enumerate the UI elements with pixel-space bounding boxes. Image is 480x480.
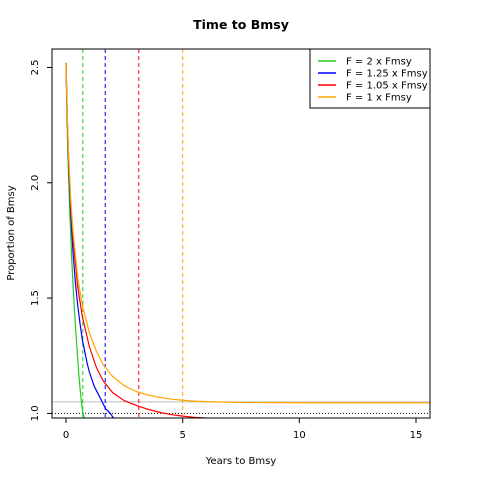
x-tick-label: 0 [63,430,69,441]
y-tick-label: 2.0 [30,175,41,191]
series-line-f-1-05-x-fmsy [65,62,227,418]
series-line-f-2-x-fmsy [65,62,85,418]
y-axis: 1.0 1.5 2.0 2.5 [30,59,52,421]
crossing-markers [82,49,184,418]
series-line-f-1-x-fmsy [65,62,430,404]
y-axis-title: Proportion of Bmsy [6,185,17,280]
series-lines [65,62,430,418]
x-tick-label: 5 [179,430,185,441]
legend-label-f-1-25-x-fmsy: F = 1.25 x Fmsy [346,69,428,80]
y-tick-label: 2.5 [30,59,41,75]
plot-frame [51,48,431,419]
chart-title: Time to Bmsy [193,17,289,32]
legend-label-f-1-05-x-fmsy: F = 1.05 x Fmsy [346,81,428,92]
legend-box [309,48,431,109]
x-tick-label: 15 [410,430,423,441]
x-axis-title: Years to Bmsy [205,456,277,467]
series-line-f-1-25-x-fmsy [65,62,115,418]
legend-label-f-2-x-fmsy: F = 2 x Fmsy [346,57,412,68]
y-tick-label: 1.0 [30,405,41,421]
legend-label-f-1-x-fmsy: F = 1 x Fmsy [346,93,412,104]
y-tick-label: 1.5 [30,290,41,306]
x-tick-label: 10 [293,430,306,441]
x-axis: 0 5 10 15 [63,418,423,441]
